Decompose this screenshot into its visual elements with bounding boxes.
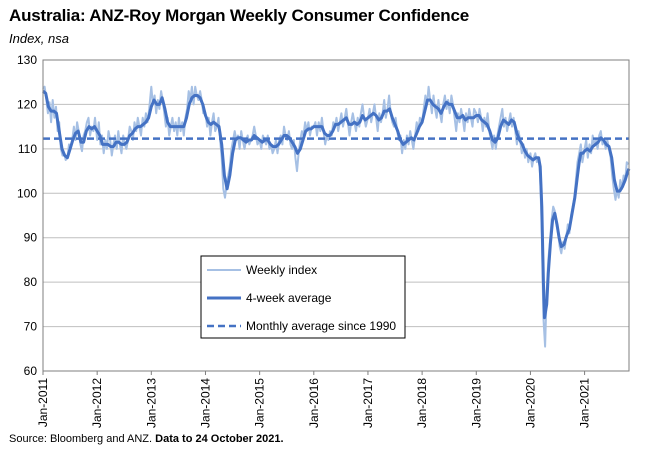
y-tick-label: 90 <box>24 231 38 245</box>
chart-subtitle: Index, nsa <box>9 31 69 46</box>
y-tick-label: 110 <box>18 142 37 156</box>
y-tick-label: 100 <box>17 186 37 200</box>
x-tick-label: Jan-2012 <box>90 378 104 428</box>
plot-border <box>42 59 630 372</box>
y-tick-label: 80 <box>24 275 38 289</box>
legend-label-weekly-index: Weekly index <box>246 263 317 277</box>
x-tick-label: Jan-2014 <box>198 378 212 428</box>
x-tick-label: Jan-2017 <box>361 378 375 428</box>
x-axis-tick-labels: Jan-2011 Jan-2012 Jan-2013 Jan-2014 Jan-2015… <box>36 371 592 428</box>
y-tick-label: 70 <box>24 320 38 334</box>
legend-label-4-week-average: 4-week average <box>246 291 332 305</box>
source-note: Source: Bloomberg and ANZ. Data to 24 Oc… <box>9 433 284 445</box>
plot-area-border <box>42 59 630 372</box>
x-tick-label: Jan-2021 <box>578 378 592 428</box>
x-tick-label: Jan-2018 <box>415 378 429 428</box>
x-tick-label: Jan-2016 <box>307 378 321 428</box>
y-tick-label: 60 <box>24 364 38 378</box>
x-tick-label: Jan-2013 <box>144 378 158 428</box>
legend-label-monthly-average-since-1990: Monthly average since 1990 <box>246 319 396 333</box>
legend: Weekly index 4-week average Monthly averag… <box>200 255 406 339</box>
y-tick-label: 120 <box>17 97 37 111</box>
x-tick-label: Jan-2019 <box>469 378 483 428</box>
y-tick-label: 130 <box>17 53 37 67</box>
x-tick-label: Jan-2020 <box>523 378 537 428</box>
source-date: Data to 24 October 2021. <box>155 433 284 445</box>
x-tick-label: Jan-2015 <box>253 378 267 428</box>
chart-title: Australia: ANZ-Roy Morgan Weekly Consume… <box>9 6 470 25</box>
series-line-4-week-average <box>42 89 631 320</box>
series-lines <box>42 85 631 348</box>
source-text: Source: Bloomberg and ANZ. <box>9 433 156 445</box>
x-tick-label: Jan-2011 <box>36 378 50 427</box>
y-axis-tick-labels: 60 70 80 90 100 110 120 130 <box>17 53 37 378</box>
